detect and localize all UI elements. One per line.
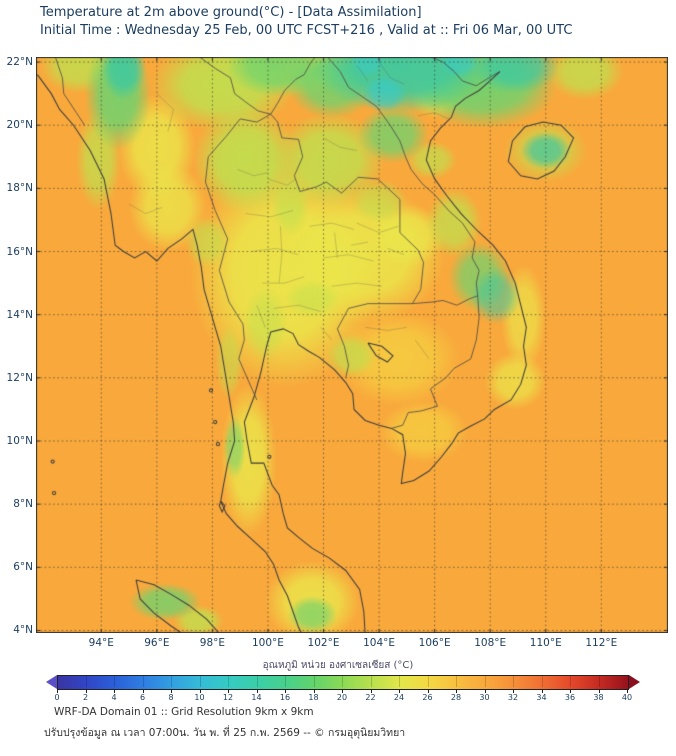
lat-tick-label: 20°N bbox=[6, 119, 33, 132]
footer-update-info: ปรับปรุงข้อมูล ณ เวลา 07:00น. วัน พ. ที่… bbox=[44, 727, 406, 739]
colorbar-tick-label: 16 bbox=[279, 693, 291, 702]
colorbar-tick-mark bbox=[484, 690, 486, 693]
lon-tick-label: 110°E bbox=[529, 637, 562, 649]
lat-tick-label: 18°N bbox=[6, 182, 33, 195]
lat-tick-label: 22°N bbox=[6, 56, 33, 69]
colorbar-tick-mark bbox=[313, 690, 315, 693]
colorbar-tick-mark bbox=[541, 690, 543, 693]
colorbar-tick-mark bbox=[256, 690, 258, 693]
colorbar-segment-divider bbox=[541, 676, 543, 687]
weather-map-canvas bbox=[36, 57, 668, 633]
colorbar-segment-divider bbox=[199, 676, 201, 687]
colorbar-tick-label: 24 bbox=[393, 693, 405, 702]
lat-tick-label: 14°N bbox=[6, 308, 33, 321]
colorbar-tick-label: 8 bbox=[168, 693, 174, 702]
colorbar-tick-mark bbox=[142, 690, 144, 693]
colorbar-segment-divider bbox=[228, 676, 229, 687]
colorbar-tick-mark bbox=[598, 690, 600, 693]
footer-domain-info: WRF-DA Domain 01 :: Grid Resolution 9km … bbox=[54, 706, 314, 718]
colorbar-tick-label: 4 bbox=[111, 693, 117, 702]
colorbar-segment-divider bbox=[313, 676, 315, 687]
lon-tick-label: 104°E bbox=[363, 637, 396, 649]
colorbar-tick-mark bbox=[85, 690, 87, 693]
colorbar-segment-divider bbox=[427, 676, 429, 687]
colorbar-tick-label: 18 bbox=[308, 693, 319, 702]
colorbar-tick-label: 2 bbox=[82, 693, 89, 702]
colorbar-right-arrow bbox=[629, 675, 640, 689]
map-plot-area bbox=[36, 57, 668, 633]
colorbar-tick-label: 0 bbox=[54, 693, 60, 702]
colorbar-tick-label: 10 bbox=[194, 693, 205, 702]
colorbar-segment-divider bbox=[456, 676, 457, 687]
colorbar-tick-label: 30 bbox=[479, 693, 490, 702]
colorbar-segment-divider bbox=[598, 676, 600, 687]
colorbar-segment-divider bbox=[114, 676, 115, 687]
lon-tick-label: 112°E bbox=[585, 637, 618, 649]
colorbar-tick-mark bbox=[342, 690, 343, 693]
colorbar-tick-label: 36 bbox=[564, 693, 576, 702]
colorbar-title: อุณหภูมิ หน่วย องศาเซลเซียส (°C) bbox=[262, 660, 414, 671]
lat-tick-label: 6°N bbox=[13, 561, 33, 574]
lat-tick-label: 12°N bbox=[6, 371, 33, 384]
colorbar-tick-label: 22 bbox=[365, 693, 376, 702]
colorbar-tick-mark bbox=[57, 690, 58, 693]
colorbar-tick-label: 32 bbox=[507, 693, 519, 702]
colorbar-segment-divider bbox=[513, 676, 514, 687]
colorbar-tick-mark bbox=[399, 690, 400, 693]
lat-tick-label: 8°N bbox=[13, 498, 33, 511]
lon-tick-label: 102°E bbox=[307, 637, 340, 649]
colorbar-tick-mark bbox=[627, 690, 628, 693]
colorbar-segment-divider bbox=[342, 676, 343, 687]
colorbar-segment-divider bbox=[484, 676, 486, 687]
colorbar-tick-mark bbox=[427, 690, 429, 693]
colorbar-segment-divider bbox=[256, 676, 258, 687]
colorbar-segment-divider bbox=[570, 676, 571, 687]
colorbar-tick-label: 38 bbox=[593, 693, 604, 702]
colorbar-segment-divider bbox=[370, 676, 372, 687]
lon-tick-label: 96°E bbox=[144, 637, 170, 649]
colorbar-tick-mark bbox=[285, 690, 286, 693]
lon-tick-label: 108°E bbox=[474, 637, 507, 649]
colorbar-segment-divider bbox=[85, 676, 87, 687]
colorbar-tick-label: 20 bbox=[336, 693, 348, 702]
lat-tick-label: 4°N bbox=[13, 624, 33, 637]
colorbar-segment-divider bbox=[285, 676, 286, 687]
colorbar-segment-divider bbox=[399, 676, 400, 687]
colorbar-tick-mark bbox=[570, 690, 571, 693]
page-title: Temperature at 2m above ground(°C) - [Da… bbox=[40, 5, 422, 20]
lon-tick-label: 100°E bbox=[251, 637, 284, 649]
colorbar-segment-divider bbox=[142, 676, 144, 687]
colorbar-tick-label: 14 bbox=[251, 693, 262, 702]
lat-tick-label: 16°N bbox=[6, 245, 33, 258]
colorbar-tick-label: 34 bbox=[536, 693, 547, 702]
colorbar-tick-mark bbox=[199, 690, 201, 693]
colorbar-segment-divider bbox=[171, 676, 172, 687]
colorbar-tick-mark bbox=[114, 690, 115, 693]
lat-tick-label: 10°N bbox=[6, 435, 33, 447]
colorbar-gradient bbox=[57, 675, 629, 690]
colorbar-tick-label: 12 bbox=[222, 693, 234, 702]
colorbar-tick-label: 40 bbox=[621, 693, 633, 702]
colorbar-tick-mark bbox=[370, 690, 372, 693]
colorbar-tick-label: 28 bbox=[450, 693, 462, 702]
page-subtitle: Initial Time : Wednesday 25 Feb, 00 UTC … bbox=[40, 23, 573, 38]
lon-tick-label: 98°E bbox=[199, 637, 226, 649]
colorbar-tick-mark bbox=[456, 690, 457, 693]
colorbar-left-arrow bbox=[46, 675, 57, 689]
lon-tick-label: 106°E bbox=[418, 637, 451, 649]
colorbar-tick-label: 6 bbox=[139, 693, 146, 702]
colorbar-tick-mark bbox=[513, 690, 514, 693]
colorbar-tick-label: 26 bbox=[422, 693, 433, 702]
colorbar-tick-mark bbox=[171, 690, 172, 693]
lon-tick-label: 94°E bbox=[88, 637, 114, 649]
colorbar-tick-mark bbox=[228, 690, 229, 693]
